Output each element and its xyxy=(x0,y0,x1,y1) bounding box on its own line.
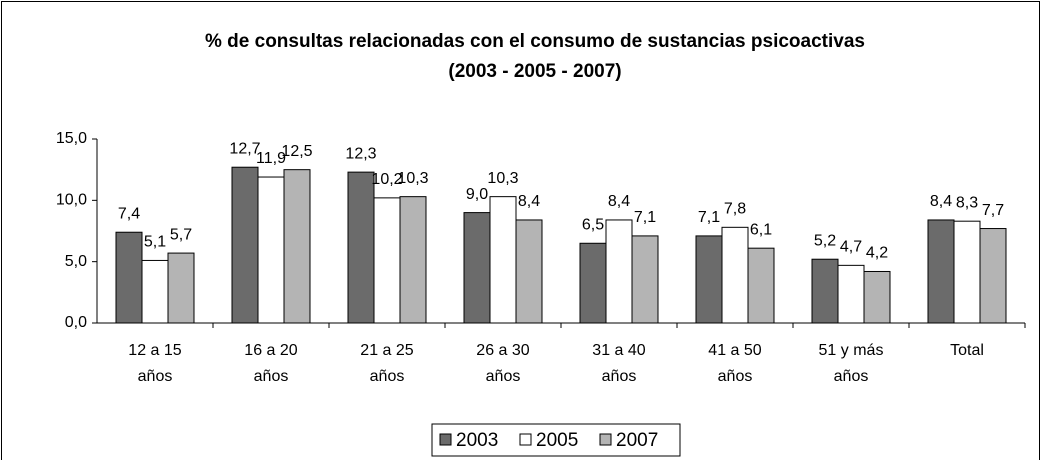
bar xyxy=(463,212,491,324)
bar xyxy=(927,219,955,324)
value-label: 8,4 xyxy=(930,193,952,210)
y-tick-label: 15,0 xyxy=(56,130,87,147)
value-label: 10,2 xyxy=(371,171,402,188)
bar xyxy=(605,219,633,324)
value-label: 10,3 xyxy=(487,170,518,187)
bar xyxy=(695,235,723,324)
bar xyxy=(837,264,865,324)
bar xyxy=(811,258,839,324)
x-tick-label: años xyxy=(486,368,521,385)
bar xyxy=(863,270,891,324)
x-tick-label: años xyxy=(718,368,753,385)
legend-swatch xyxy=(519,433,532,446)
x-tick-label: años xyxy=(254,368,289,385)
bar xyxy=(347,171,375,324)
bar xyxy=(167,252,195,324)
y-tick-label: 5,0 xyxy=(65,253,87,270)
x-tick-label: 51 y más xyxy=(819,342,884,359)
bar xyxy=(141,259,169,324)
x-tick-label: Total xyxy=(950,342,984,359)
bar xyxy=(721,226,749,324)
chart-subtitle: (2003 - 2005 - 2007) xyxy=(448,61,621,82)
bar xyxy=(257,176,285,324)
bar xyxy=(373,197,401,324)
chart-title: % de consultas relacionadas con el consu… xyxy=(205,31,865,52)
x-tick-label: 12 a 15 xyxy=(128,342,181,359)
value-label: 12,3 xyxy=(345,145,376,162)
bar xyxy=(399,196,427,324)
bar xyxy=(115,231,143,324)
x-tick-label: 31 a 40 xyxy=(592,342,645,359)
value-label: 7,8 xyxy=(724,201,746,218)
value-label: 12,5 xyxy=(281,143,312,160)
value-label: 5,1 xyxy=(144,234,166,251)
x-tick-label: 41 a 50 xyxy=(708,342,761,359)
value-label: 4,2 xyxy=(866,245,888,262)
x-tick-label: años xyxy=(370,368,405,385)
legend-label: 2005 xyxy=(536,430,578,451)
legend-swatch xyxy=(599,433,612,446)
bar xyxy=(489,196,517,324)
bar xyxy=(579,242,607,324)
value-label: 11,9 xyxy=(256,150,286,167)
value-label: 7,1 xyxy=(698,209,720,226)
bar xyxy=(515,219,543,324)
legend-label: 2003 xyxy=(456,430,498,451)
value-label: 4,7 xyxy=(840,239,862,256)
value-label: 7,4 xyxy=(118,205,140,222)
bar xyxy=(979,228,1007,324)
y-tick-label: 0,0 xyxy=(65,314,87,331)
x-tick-label: 26 a 30 xyxy=(476,342,529,359)
value-label: 9,0 xyxy=(466,186,488,203)
value-label: 6,1 xyxy=(750,221,772,238)
value-label: 6,5 xyxy=(582,216,604,233)
bar xyxy=(747,247,775,324)
legend-swatch xyxy=(439,433,452,446)
bar xyxy=(283,169,311,324)
x-tick-label: años xyxy=(138,368,173,385)
value-label: 7,7 xyxy=(982,202,1004,219)
legend-box xyxy=(431,423,681,457)
value-label: 8,3 xyxy=(956,194,978,211)
value-label: 8,4 xyxy=(608,193,630,210)
value-label: 5,2 xyxy=(814,232,836,249)
bar xyxy=(631,235,659,324)
x-tick-label: 21 a 25 xyxy=(360,342,413,359)
x-tick-label: años xyxy=(834,368,869,385)
x-tick-label: años xyxy=(602,368,637,385)
value-label: 12,7 xyxy=(229,140,260,157)
bar xyxy=(231,166,259,324)
value-label: 8,4 xyxy=(518,193,540,210)
value-label: 10,3 xyxy=(397,170,428,187)
value-label: 7,1 xyxy=(634,209,656,226)
bar xyxy=(953,220,981,324)
x-tick-label: 16 a 20 xyxy=(244,342,297,359)
y-tick-label: 10,0 xyxy=(56,192,87,209)
legend-label: 2007 xyxy=(616,430,658,451)
value-label: 5,7 xyxy=(170,226,192,243)
